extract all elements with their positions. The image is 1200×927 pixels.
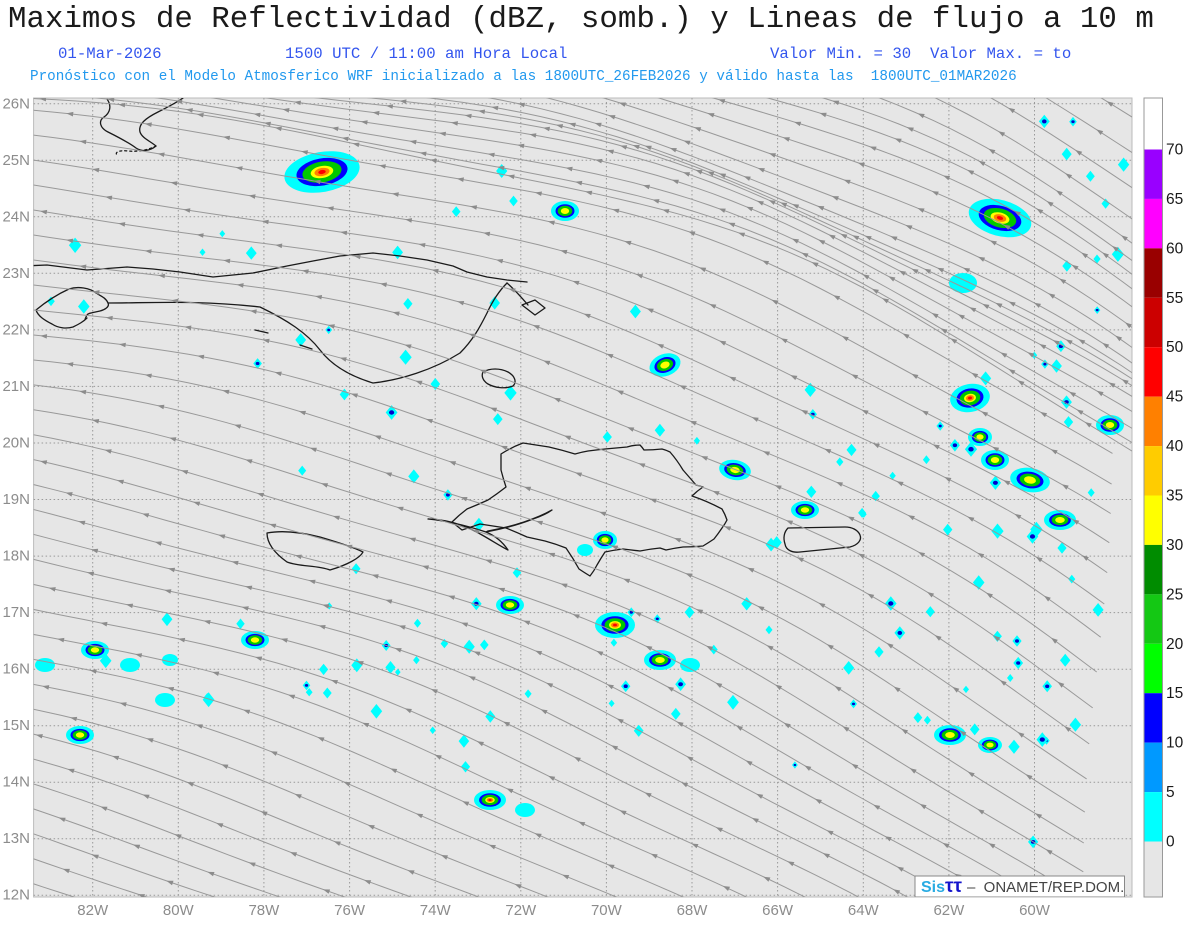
svg-text:23N: 23N <box>2 265 30 282</box>
svg-text:18N: 18N <box>2 548 30 565</box>
svg-text:20N: 20N <box>2 435 30 452</box>
svg-text:74W: 74W <box>420 902 452 919</box>
svg-text:78W: 78W <box>248 902 280 919</box>
svg-text:19N: 19N <box>2 491 30 508</box>
svg-text:60W: 60W <box>1019 902 1051 919</box>
svg-text:22N: 22N <box>2 322 30 339</box>
svg-text:66W: 66W <box>762 902 794 919</box>
svg-text:80W: 80W <box>163 902 195 919</box>
svg-text:40: 40 <box>1166 438 1184 455</box>
svg-text:10: 10 <box>1166 735 1184 752</box>
svg-text:25N: 25N <box>2 152 30 169</box>
svg-text:5: 5 <box>1166 784 1175 801</box>
svg-text:26N: 26N <box>2 96 30 113</box>
svg-text:0: 0 <box>1166 834 1175 851</box>
svg-text:13N: 13N <box>2 830 30 847</box>
svg-text:55: 55 <box>1166 290 1183 307</box>
svg-text:76W: 76W <box>334 902 366 919</box>
svg-text:15: 15 <box>1166 685 1183 702</box>
svg-text:30: 30 <box>1166 537 1184 554</box>
svg-text:12N: 12N <box>2 887 30 904</box>
svg-text:35: 35 <box>1166 488 1183 505</box>
svg-text:60: 60 <box>1166 240 1184 257</box>
svg-text:72W: 72W <box>505 902 537 919</box>
svg-text:64W: 64W <box>848 902 880 919</box>
svg-text:45: 45 <box>1166 389 1183 406</box>
svg-text:70W: 70W <box>591 902 623 919</box>
svg-text:68W: 68W <box>677 902 709 919</box>
svg-text:– ONAMET/REP.DOM.: – ONAMET/REP.DOM. <box>967 879 1124 896</box>
svg-text:14N: 14N <box>2 774 30 791</box>
svg-text:62W: 62W <box>933 902 965 919</box>
svg-text:Sisττ: Sisττ <box>921 876 962 897</box>
svg-text:21N: 21N <box>2 378 30 395</box>
svg-text:20: 20 <box>1166 636 1184 653</box>
svg-text:70: 70 <box>1166 142 1184 159</box>
svg-text:65: 65 <box>1166 191 1183 208</box>
svg-text:82W: 82W <box>77 902 109 919</box>
svg-text:24N: 24N <box>2 209 30 226</box>
svg-text:17N: 17N <box>2 604 30 621</box>
svg-text:16N: 16N <box>2 661 30 678</box>
svg-text:15N: 15N <box>2 717 30 734</box>
svg-text:25: 25 <box>1166 586 1183 603</box>
svg-text:50: 50 <box>1166 339 1184 356</box>
